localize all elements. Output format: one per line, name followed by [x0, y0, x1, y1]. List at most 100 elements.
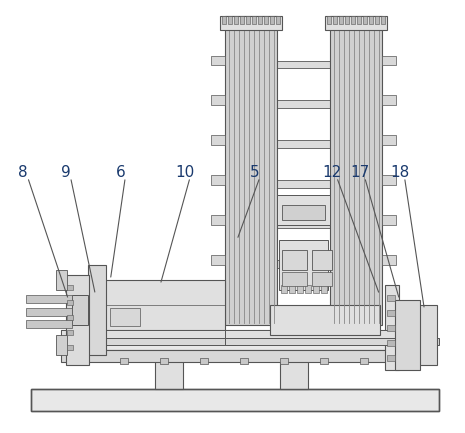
Bar: [375, 16, 379, 24]
Bar: [211, 55, 225, 65]
Bar: [31, 389, 439, 411]
Bar: [225, 16, 277, 325]
Bar: [345, 16, 349, 24]
Bar: [258, 16, 262, 24]
Bar: [351, 16, 355, 24]
Bar: [67, 315, 73, 320]
Bar: [211, 215, 225, 225]
Bar: [220, 16, 282, 29]
Bar: [312, 272, 332, 286]
Bar: [280, 349, 308, 389]
Bar: [321, 285, 327, 293]
Bar: [240, 16, 244, 24]
Bar: [222, 16, 226, 24]
Bar: [270, 305, 379, 335]
Bar: [313, 285, 319, 293]
Bar: [394, 300, 420, 369]
Bar: [359, 358, 368, 364]
Bar: [60, 330, 419, 349]
Bar: [67, 330, 73, 335]
Bar: [281, 285, 287, 293]
Bar: [211, 135, 225, 145]
Bar: [277, 180, 330, 188]
Bar: [225, 338, 439, 345]
Bar: [312, 250, 332, 270]
Bar: [120, 358, 128, 364]
Bar: [80, 358, 88, 364]
Bar: [88, 265, 106, 355]
Bar: [31, 389, 439, 411]
Bar: [26, 295, 73, 303]
Bar: [26, 320, 73, 328]
Bar: [276, 16, 280, 24]
Bar: [277, 220, 330, 228]
Bar: [60, 338, 235, 345]
Bar: [332, 16, 337, 24]
Bar: [228, 16, 232, 24]
Text: 9: 9: [60, 165, 70, 180]
Bar: [211, 95, 225, 105]
Bar: [277, 100, 330, 108]
Bar: [225, 330, 434, 338]
Text: 6: 6: [115, 165, 125, 180]
Bar: [106, 280, 225, 330]
Bar: [382, 215, 396, 225]
Bar: [277, 195, 330, 225]
Bar: [327, 16, 331, 24]
Bar: [252, 16, 256, 24]
Bar: [382, 55, 396, 65]
Bar: [155, 349, 183, 389]
Bar: [382, 255, 396, 265]
Bar: [382, 95, 396, 105]
Bar: [330, 16, 382, 325]
Bar: [234, 16, 238, 24]
Bar: [26, 308, 73, 316]
Bar: [73, 295, 88, 325]
Bar: [325, 16, 386, 29]
Bar: [277, 140, 330, 148]
Bar: [60, 330, 230, 338]
Bar: [382, 135, 396, 145]
Text: 8: 8: [18, 165, 27, 180]
Bar: [282, 272, 307, 286]
Bar: [386, 355, 394, 361]
Bar: [264, 16, 268, 24]
Bar: [67, 345, 73, 349]
Bar: [277, 61, 330, 68]
Bar: [339, 16, 343, 24]
Bar: [380, 16, 385, 24]
Bar: [211, 255, 225, 265]
Bar: [305, 285, 311, 293]
Bar: [277, 260, 330, 268]
Bar: [386, 295, 394, 301]
Bar: [240, 358, 248, 364]
Bar: [200, 358, 208, 364]
Bar: [386, 310, 394, 316]
Text: 5: 5: [250, 165, 260, 180]
Bar: [289, 285, 295, 293]
Bar: [363, 16, 366, 24]
Bar: [67, 285, 73, 290]
Bar: [282, 250, 307, 270]
Bar: [282, 205, 325, 220]
Bar: [357, 16, 361, 24]
Bar: [160, 358, 168, 364]
Bar: [211, 175, 225, 185]
Bar: [66, 275, 89, 365]
Bar: [320, 358, 328, 364]
Text: 10: 10: [175, 165, 195, 180]
Bar: [386, 339, 394, 346]
Text: 12: 12: [322, 165, 341, 180]
Bar: [382, 175, 396, 185]
Bar: [279, 240, 328, 290]
Text: 18: 18: [390, 165, 409, 180]
Bar: [55, 270, 67, 290]
Bar: [385, 285, 399, 369]
Bar: [270, 16, 274, 24]
Text: 17: 17: [350, 165, 369, 180]
Bar: [297, 285, 303, 293]
Bar: [369, 16, 372, 24]
Bar: [246, 16, 250, 24]
Bar: [110, 308, 140, 326]
Bar: [55, 335, 67, 355]
